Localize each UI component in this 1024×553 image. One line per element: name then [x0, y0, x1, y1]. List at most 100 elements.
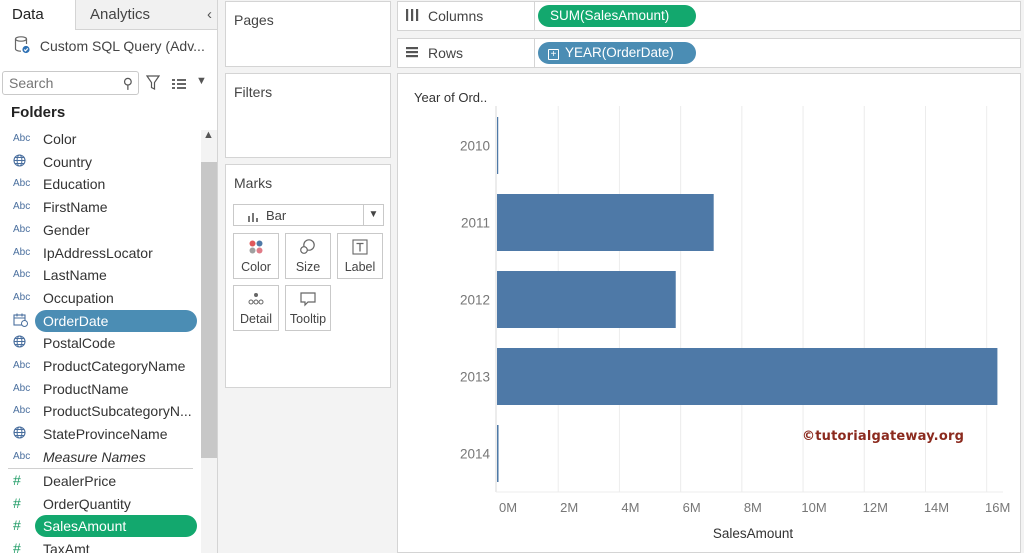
selected-field-pill [35, 515, 197, 538]
folders-heading: Folders [11, 104, 66, 121]
scrollbar-thumb[interactable] [201, 162, 217, 458]
dimension-measure-divider [8, 468, 193, 469]
year-orderdate-pill[interactable]: + YEAR(OrderDate) [538, 42, 696, 64]
field-name: ProductCategoryName [43, 358, 186, 374]
category-label: 2010 [460, 139, 490, 154]
globe-icon [13, 426, 35, 440]
collapse-pane-icon[interactable]: ‹ [207, 6, 212, 23]
field-productname[interactable]: Abc ProductName [0, 378, 200, 400]
bar-2011 [497, 194, 714, 251]
x-tick-label: 2M [560, 500, 578, 515]
x-tick-label: 12M [863, 500, 888, 515]
sum-salesamount-pill[interactable]: SUM(SalesAmount) [538, 5, 696, 27]
data-pane: Data Analytics ‹ Custom SQL Query (Adv..… [0, 0, 218, 553]
string-type-icon: Abc [13, 178, 31, 190]
rows-shelf[interactable]: Rows + YEAR(OrderDate) [397, 38, 1021, 68]
worksheet-view[interactable]: Year of Ord.. 0M 2M 4M 6M 8M 10M 12M 14M 16M 2010 2… [397, 73, 1021, 553]
filters-shelf[interactable]: Filters [225, 73, 391, 158]
filter-icon[interactable] [145, 75, 161, 96]
field-name: Measure Names [43, 448, 146, 465]
field-name: LastName [43, 267, 107, 284]
marks-tooltip-label: Tooltip [289, 312, 327, 326]
text-label-icon [338, 239, 382, 257]
rows-shelf-header: Rows [398, 39, 535, 67]
bar-2010 [497, 117, 499, 174]
search-input[interactable] [3, 72, 113, 94]
field-ipaddresslocator[interactable]: Abc IpAddressLocator [0, 242, 200, 264]
category-label: 2013 [460, 370, 490, 385]
datasource-item[interactable]: Custom SQL Query (Adv... [14, 36, 214, 56]
x-tick-label: 4M [621, 500, 639, 515]
field-gender[interactable]: Abc Gender [0, 219, 200, 241]
bar-2014 [497, 425, 499, 482]
pages-title: Pages [234, 12, 274, 28]
field-taxamt[interactable]: # TaxAmt [0, 538, 200, 553]
calendar-icon [13, 313, 35, 327]
rows-label: Rows [428, 45, 464, 61]
category-label: 2012 [460, 293, 490, 308]
chevron-down-icon[interactable]: ▼ [196, 75, 207, 87]
field-productcategoryname[interactable]: Abc ProductCategoryName [0, 355, 200, 377]
x-axis-title: SalesAmount [713, 526, 794, 541]
field-name: TaxAmt [43, 541, 90, 553]
tooltip-icon [286, 291, 330, 309]
field-dealerprice[interactable]: # DealerPrice [0, 470, 200, 492]
marks-label-button[interactable]: Label [337, 233, 383, 279]
field-name: OrderDate [43, 312, 109, 329]
field-stateprovincename[interactable]: StateProvinceName [0, 423, 200, 445]
field-productsubcategoryn[interactable]: Abc ProductSubcategoryN... [0, 400, 200, 422]
field-education[interactable]: Abc Education [0, 173, 200, 195]
field-name: DealerPrice [43, 473, 117, 489]
field-country[interactable]: Country [0, 151, 200, 173]
field-orderquantity[interactable]: # OrderQuantity [0, 493, 200, 515]
field-orderdate[interactable]: OrderDate [0, 309, 200, 332]
field-firstname[interactable]: Abc FirstName [0, 196, 200, 218]
columns-shelf-header: Columns [398, 2, 535, 30]
expand-plus-icon[interactable]: + [548, 49, 559, 60]
tab-analytics[interactable]: Analytics ‹ [75, 0, 217, 30]
tab-analytics-label: Analytics [90, 6, 151, 23]
filters-title: Filters [234, 84, 273, 100]
search-icon[interactable]: ⚲ [122, 75, 133, 91]
string-type-icon: Abc [13, 133, 31, 144]
bar-2012 [497, 271, 676, 328]
field-name: ProductSubcategoryN... [43, 403, 192, 420]
string-type-icon: Abc [13, 291, 31, 303]
mark-type-select[interactable]: Bar ▼ [233, 204, 384, 226]
field-measure-names[interactable]: Abc Measure Names [0, 446, 200, 468]
field-name: FirstName [43, 199, 108, 216]
bar-chart-icon [247, 210, 259, 225]
list-view-icon[interactable] [172, 77, 186, 95]
field-name: StateProvinceName [43, 426, 168, 443]
marks-size-button[interactable]: Size [285, 233, 331, 279]
chevron-up-icon[interactable]: ▲ [203, 129, 214, 141]
field-name: Occupation [43, 289, 114, 306]
numeric-type-icon: # [13, 494, 21, 511]
columns-icon [405, 8, 419, 25]
columns-shelf[interactable]: Columns SUM(SalesAmount) [397, 1, 1021, 31]
x-tick-label: 0M [499, 500, 517, 515]
marks-detail-button[interactable]: Detail [233, 285, 279, 331]
marks-color-button[interactable]: Color [233, 233, 279, 279]
field-name: Country [43, 153, 93, 170]
field-occupation[interactable]: Abc Occupation [0, 287, 200, 309]
field-salesamount[interactable]: # SalesAmount [0, 515, 200, 538]
field-search-box: ⚲ [2, 71, 139, 95]
chevron-down-icon[interactable]: ▼ [363, 205, 383, 225]
string-type-icon: Abc [13, 201, 31, 213]
category-label: 2014 [460, 447, 491, 462]
field-color[interactable]: Abc Color [0, 128, 200, 150]
globe-icon [13, 335, 35, 349]
field-name: SalesAmount [43, 518, 127, 535]
pages-shelf[interactable]: Pages [225, 1, 391, 67]
string-type-icon: Abc [13, 360, 31, 371]
detail-icon [234, 291, 278, 309]
field-lastname[interactable]: Abc LastName [0, 264, 200, 286]
marks-card: Marks Bar ▼ Color Size [225, 164, 391, 388]
color-icon [234, 239, 278, 257]
marks-tooltip-button[interactable]: Tooltip [285, 285, 331, 331]
field-name: Education [43, 176, 106, 193]
field-postalcode[interactable]: PostalCode [0, 332, 200, 354]
tab-data[interactable]: Data [0, 0, 75, 30]
